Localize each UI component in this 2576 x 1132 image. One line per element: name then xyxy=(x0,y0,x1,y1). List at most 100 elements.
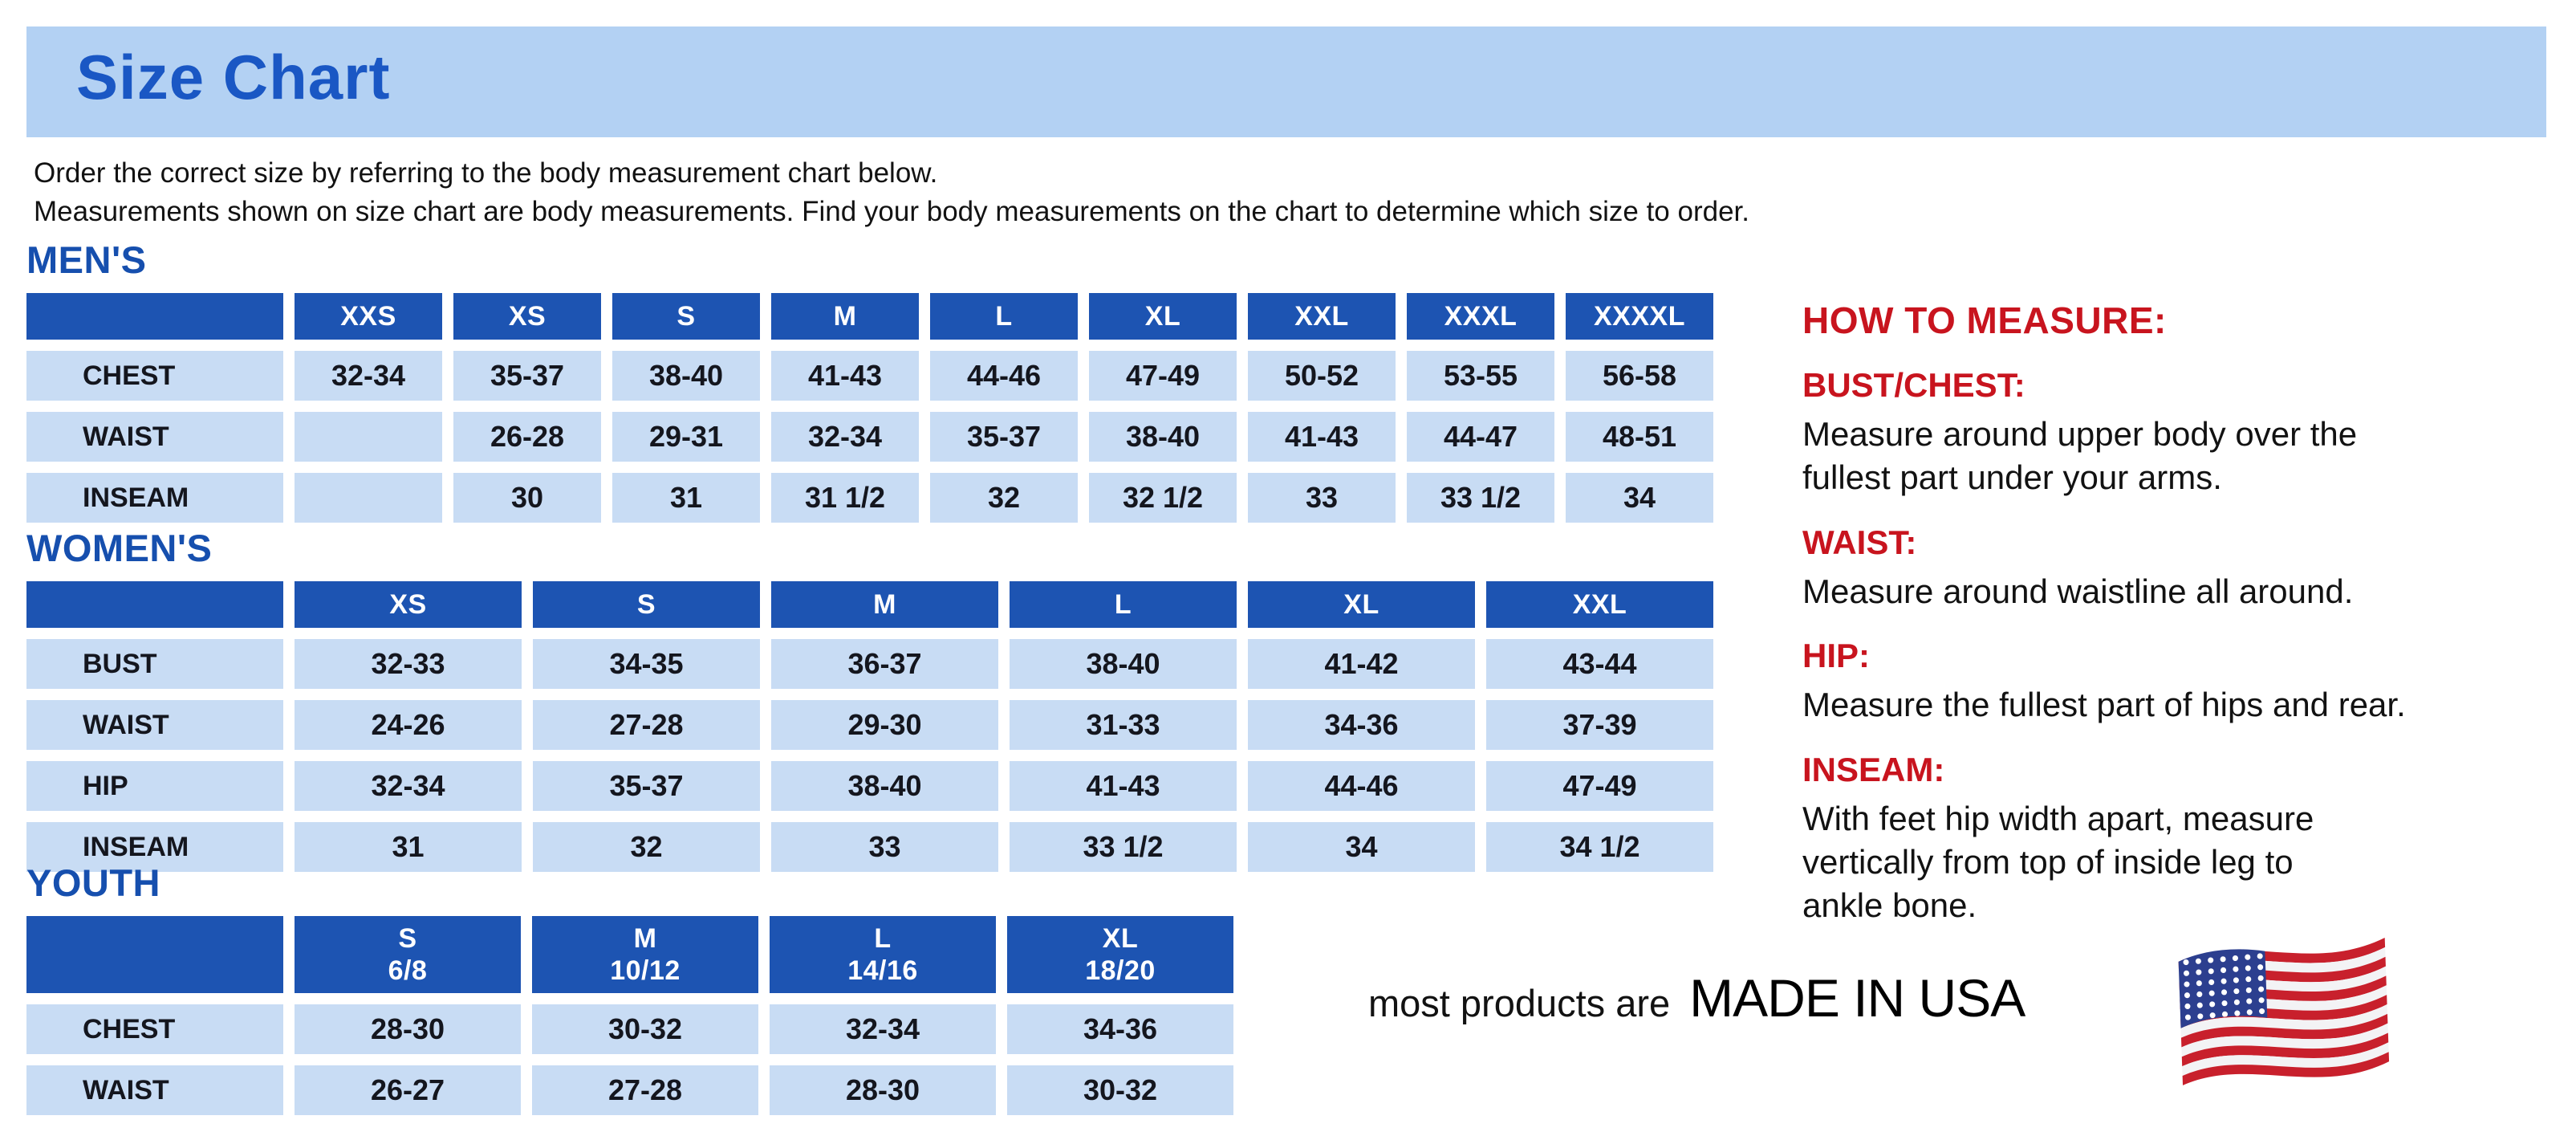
flag-star xyxy=(2246,1009,2253,1016)
flag-stripe xyxy=(2179,947,2386,981)
size-cell: 28-30 xyxy=(295,1004,521,1054)
size-cell: 33 xyxy=(1248,473,1396,523)
size-cell: 31 1/2 xyxy=(771,473,919,523)
flag-star xyxy=(2257,953,2263,959)
flag-star xyxy=(2220,978,2227,984)
size-cell: 41-43 xyxy=(1010,761,1237,811)
size-cell: 33 1/2 xyxy=(1010,822,1237,872)
made-in-usa-line: most products are MADE IN USA xyxy=(1368,967,2025,1028)
column-header: S xyxy=(612,293,760,340)
flag-star xyxy=(2233,966,2239,972)
youth-heading: YOUTH xyxy=(26,861,160,904)
size-cell: 44-46 xyxy=(1248,761,1475,811)
size-cell: 29-30 xyxy=(771,700,998,750)
flag-canton xyxy=(2178,949,2268,1028)
flag-star xyxy=(2257,975,2264,981)
size-cell: 34-36 xyxy=(1007,1004,1233,1054)
size-cell: 48-51 xyxy=(1566,412,1713,462)
flag-star xyxy=(2196,969,2202,975)
size-cell: 24-26 xyxy=(295,700,522,750)
row-label: INSEAM xyxy=(26,473,283,523)
size-cell: 38-40 xyxy=(771,761,998,811)
size-cell: 32 xyxy=(533,822,760,872)
size-cell: 34-35 xyxy=(533,639,760,689)
size-cell: 26-28 xyxy=(453,412,601,462)
size-cell: 44-47 xyxy=(1407,412,1554,462)
inseam-text: With feet hip width apart, measure verti… xyxy=(1802,800,2314,924)
intro-line-1: Order the correct size by referring to t… xyxy=(34,157,938,189)
flag-star xyxy=(2208,979,2215,985)
intro-text: Order the correct size by referring to t… xyxy=(34,154,1749,231)
corner-header-cell xyxy=(26,916,283,993)
size-cell xyxy=(295,412,442,462)
column-header: XS xyxy=(453,293,601,340)
row-label: WAIST xyxy=(26,1065,283,1115)
flag-star xyxy=(2209,1012,2216,1019)
row-label: CHEST xyxy=(26,351,283,401)
column-header: L xyxy=(930,293,1078,340)
flag-stripe xyxy=(2181,1023,2388,1057)
size-cell: 26-27 xyxy=(295,1065,521,1115)
size-cell: 44-46 xyxy=(930,351,1078,401)
flag-star xyxy=(2258,986,2265,992)
column-header: S 6/8 xyxy=(295,916,521,993)
flag-star xyxy=(2233,999,2240,1005)
size-cell: 32 1/2 xyxy=(1089,473,1237,523)
size-cell xyxy=(295,473,442,523)
column-header: S xyxy=(533,581,760,628)
waist-text: Measure around waistline all around. xyxy=(1802,572,2354,610)
flag-stripe xyxy=(2179,966,2387,1000)
row-label: WAIST xyxy=(26,412,283,462)
flag-star xyxy=(2184,981,2190,987)
column-header: M xyxy=(771,581,998,628)
flag-star xyxy=(2246,998,2253,1004)
flag-star xyxy=(2221,989,2228,996)
waist-label: WAIST: xyxy=(1802,523,1917,561)
column-header: XL xyxy=(1248,581,1475,628)
flag-stripe xyxy=(2178,938,2386,971)
flag-star xyxy=(2209,1001,2216,1008)
size-cell: 32-34 xyxy=(770,1004,996,1054)
size-cell: 32-34 xyxy=(295,761,522,811)
flag-stripe xyxy=(2179,956,2386,991)
corner-header-cell xyxy=(26,581,283,628)
flag-stripe xyxy=(2182,1042,2389,1077)
size-cell: 27-28 xyxy=(532,1065,758,1115)
size-cell: 38-40 xyxy=(612,351,760,401)
size-cell: 41-42 xyxy=(1248,639,1475,689)
flag-star xyxy=(2208,968,2214,975)
size-cell: 30-32 xyxy=(1007,1065,1233,1115)
size-cell: 41-43 xyxy=(771,351,919,401)
size-cell: 31-33 xyxy=(1010,700,1237,750)
page-title: Size Chart xyxy=(76,42,391,112)
size-cell: 29-31 xyxy=(612,412,760,462)
corner-header-cell xyxy=(26,293,283,340)
column-header: XXS xyxy=(295,293,442,340)
size-cell: 33 xyxy=(771,822,998,872)
size-cell: 32-33 xyxy=(295,639,522,689)
size-cell: 30 xyxy=(453,473,601,523)
size-cell: 33 1/2 xyxy=(1407,473,1554,523)
mens-section: MEN'S XXS XS S M L XL XXL XXXL XXXXL CHEST 32-34 35… xyxy=(26,238,1713,523)
mens-heading: MEN'S xyxy=(26,238,147,281)
flag-star xyxy=(2234,1010,2241,1016)
flag-star xyxy=(2233,977,2239,983)
flag-star xyxy=(2220,967,2227,973)
flag-star xyxy=(2233,988,2240,995)
size-cell: 31 xyxy=(295,822,522,872)
flag-stripe xyxy=(2180,985,2387,1019)
size-cell: 37-39 xyxy=(1486,700,1713,750)
flag-star xyxy=(2184,1014,2191,1020)
size-cell: 56-58 xyxy=(1566,351,1713,401)
size-cell: 32-34 xyxy=(295,351,442,401)
made-in-usa-prefix: most products are xyxy=(1368,982,1671,1024)
size-cell: 35-37 xyxy=(533,761,760,811)
womens-section: WOMEN'S XS S M L XL XXL BUST 32-33 34-35 36-37 38-… xyxy=(26,526,1713,872)
title-banner: Size Chart xyxy=(26,26,2546,137)
column-header: XXL xyxy=(1248,293,1396,340)
column-header: XXXL xyxy=(1407,293,1554,340)
size-cell: 53-55 xyxy=(1407,351,1554,401)
size-cell: 41-43 xyxy=(1248,412,1396,462)
flag-star xyxy=(2196,1002,2203,1008)
size-cell: 34 xyxy=(1566,473,1713,523)
